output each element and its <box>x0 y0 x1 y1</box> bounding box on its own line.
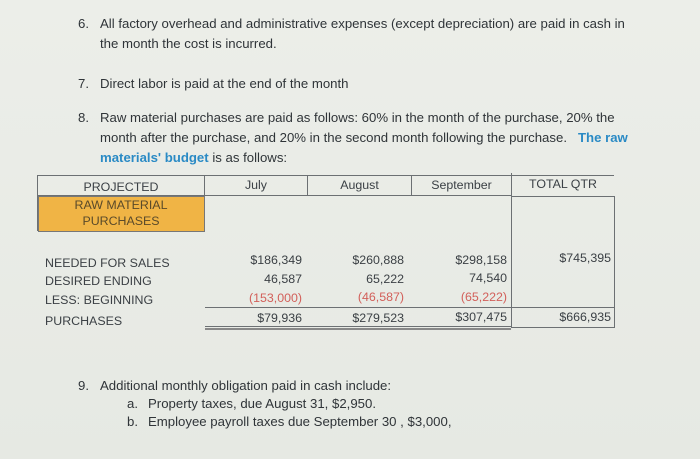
row-label-desired: DESIRED ENDING <box>45 274 152 288</box>
item-text-line1: All factory overhead and administrative … <box>100 16 625 31</box>
sub-item-text: Property taxes, due August 31, $2,950. <box>148 396 377 411</box>
table-left-border <box>37 175 38 231</box>
item-number: 8. <box>78 110 89 125</box>
column-header-august: August <box>340 178 379 192</box>
sub-item-letter: a. <box>127 396 138 411</box>
column-header-july: July <box>244 178 268 192</box>
cell-beginning-september: (65,222) <box>460 290 507 304</box>
item-number: 9. <box>78 378 89 393</box>
item-text: month after the purchase, and 20% in the… <box>100 130 567 145</box>
col-divider-3 <box>411 175 412 196</box>
cell-needed-july: $186,349 <box>250 253 302 267</box>
row-label-needed: NEEDED FOR SALES <box>45 256 170 270</box>
column-header-september: September <box>431 178 492 192</box>
item-number: 6. <box>78 16 89 31</box>
highlight-text: materials' budget <box>100 150 209 165</box>
subtotal-line <box>205 307 614 308</box>
table-top-border <box>37 175 614 176</box>
header-bottom-border <box>37 195 511 196</box>
cell-purchases-total: $666,935 <box>559 310 611 324</box>
row-label-purchases: PURCHASES <box>45 314 123 328</box>
list-item-8: 8. Raw material purchases are paid as fo… <box>78 108 638 168</box>
table-title-line2: RAW MATERIAL <box>74 198 168 212</box>
cell-desired-september: 74,540 <box>469 271 507 285</box>
cell-purchases-july: $79,936 <box>257 311 302 325</box>
cell-beginning-august: (46,587) <box>357 290 404 304</box>
column-header-total-qtr: TOTAL QTR <box>529 177 597 191</box>
cell-purchases-august: $279,523 <box>352 311 404 325</box>
cell-needed-september: $298,158 <box>455 253 507 267</box>
table-title-fill <box>38 196 205 232</box>
item-text-line1: Raw material purchases are paid as follo… <box>100 110 615 125</box>
col-divider-2 <box>307 175 308 196</box>
cell-desired-august: 65,222 <box>366 272 404 286</box>
sub-item-text: Employee payroll taxes due September 30 … <box>148 414 452 429</box>
cell-needed-august: $260,888 <box>352 253 404 267</box>
total-double-line-bottom <box>205 328 511 330</box>
row-label-beginning: LESS: BEGINNING <box>45 293 154 307</box>
item-number: 7. <box>78 76 89 91</box>
list-item-7: 7. Direct labor is paid at the end of th… <box>78 74 638 96</box>
col-divider-1 <box>204 175 205 196</box>
cell-needed-total: $745,395 <box>559 251 611 265</box>
col-divider-total <box>511 173 512 328</box>
cell-beginning-july: (153,000) <box>248 291 302 305</box>
table-title-line3: PURCHASES <box>82 214 160 228</box>
item-text-line2: the month the cost is incurred. <box>100 36 277 51</box>
table-title-line1: PROJECTED <box>83 180 159 194</box>
item-text-line2: month after the purchase, and 20% in the… <box>100 128 628 148</box>
highlight-text: The raw <box>577 130 628 145</box>
total-col-bottom <box>511 327 615 328</box>
table-right-border <box>614 196 615 328</box>
item-text: Additional monthly obligation paid in ca… <box>100 378 392 393</box>
list-item-9: 9. Additional monthly obligation paid in… <box>78 376 578 436</box>
item-text: is as follows: <box>208 150 288 165</box>
item-text-line3: materials' budget is as follows: <box>100 148 287 168</box>
total-double-line-top <box>205 326 511 327</box>
cell-purchases-september: $307,475 <box>455 310 507 324</box>
item-text-line1: Direct labor is paid at the end of the m… <box>100 76 349 91</box>
total-header-bottom-border <box>511 196 614 197</box>
cell-desired-july: 46,587 <box>264 272 302 286</box>
sub-item-letter: b. <box>127 414 138 429</box>
list-item-6: 6. All factory overhead and administrati… <box>78 14 638 58</box>
